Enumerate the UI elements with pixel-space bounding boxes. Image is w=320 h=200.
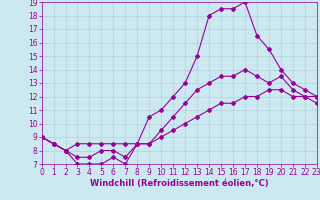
X-axis label: Windchill (Refroidissement éolien,°C): Windchill (Refroidissement éolien,°C) (90, 179, 268, 188)
